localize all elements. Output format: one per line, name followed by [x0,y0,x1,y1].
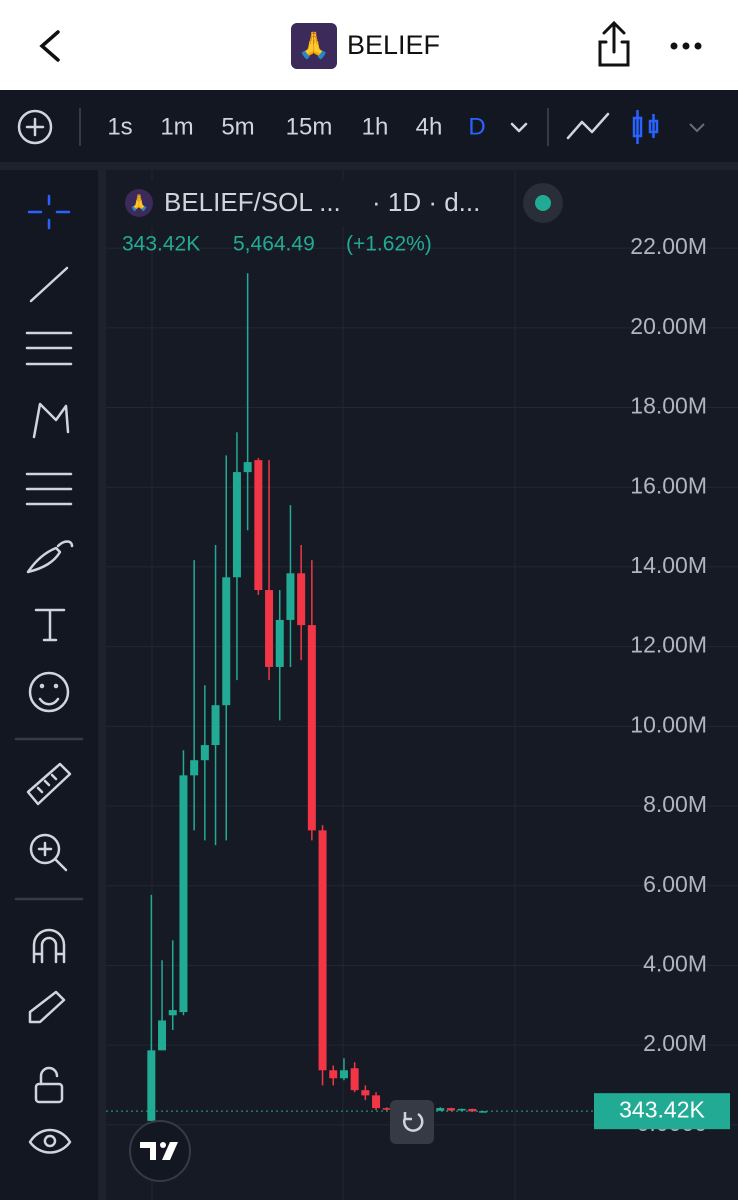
interval-button[interactable]: D [468,113,485,140]
candle-body [382,1108,391,1110]
candle-body [339,1070,348,1079]
crosshair-tool[interactable] [27,194,71,230]
add-indicator-button[interactable] [17,109,53,145]
pattern-tool[interactable] [32,402,70,439]
interval-button[interactable]: 1h [362,113,389,140]
y-tick-label: 12.00M [630,632,707,658]
reset-button[interactable] [390,1100,434,1144]
separator [98,170,106,1200]
y-tick-label: 20.00M [630,313,707,339]
candle-body [254,460,263,591]
y-tick-label: 22.00M [630,233,707,259]
candle-body [232,472,241,578]
candle-body [297,573,306,626]
back-button[interactable] [39,30,60,62]
candle-body [307,625,316,831]
interval-button[interactable]: 1m [160,113,193,140]
symbol-name[interactable]: BELIEF/SOL ... [164,187,341,217]
candle-body [446,1108,455,1111]
last-price-label: 343.42K [619,1096,705,1122]
legend-price: 343.42K [122,233,200,256]
magnet-tool[interactable] [32,928,66,964]
share-button[interactable] [598,20,630,67]
candle-body [318,830,327,1071]
zoom-tool[interactable] [29,833,68,872]
candle-body [190,760,199,776]
token-emoji: 🙏 [298,30,330,60]
candle-body [286,573,295,620]
interval-button[interactable]: 15m [286,113,333,140]
fib-tool[interactable] [25,331,73,366]
chart: 0.00002.00M4.00M6.00M8.00M10.00M12.00M14… [106,170,738,1200]
trend-line-tool[interactable] [29,266,69,303]
toolbar [0,90,738,162]
interval-button[interactable]: 1s [107,113,132,140]
line-style-button[interactable] [566,112,610,140]
y-tick-label: 8.00M [643,791,707,817]
candle-body [468,1108,477,1112]
y-tick-label: 4.00M [643,951,707,977]
candle-body [265,590,274,667]
candle-body [179,775,188,1013]
symbol-emoji: 🙏 [129,194,149,212]
candle-style-button[interactable] [632,110,659,144]
brush-tool[interactable] [26,540,74,574]
legend-change: 5,464.49 [233,233,315,256]
candle-body [147,1050,156,1121]
candle-body [457,1108,466,1111]
tradingview-logo[interactable] [129,1120,191,1182]
y-tick-label: 14.00M [630,552,707,578]
candle-body [372,1095,381,1109]
legend-change-pct: (+1.62%) [346,233,432,256]
interval-dropdown[interactable] [510,122,528,133]
emoji-tool[interactable] [28,671,70,713]
candle-body [479,1111,488,1113]
candle-body [200,745,209,761]
candle-body [158,1020,167,1051]
symbol-box [116,180,506,226]
token-icon [291,23,337,69]
text-tool[interactable] [34,608,66,642]
interval-button[interactable]: 4h [416,113,443,140]
candle-body [436,1108,445,1111]
symbol-interval[interactable]: · 1D · d... [372,187,480,217]
candle-body [211,705,220,746]
more-button[interactable] [670,42,702,50]
y-tick-label: 6.00M [643,871,707,897]
style-dropdown[interactable] [689,123,705,133]
lock-tool[interactable] [34,1066,64,1104]
hide-tool[interactable] [28,1128,72,1154]
drawing-toolbar [0,170,98,1200]
y-tick-label: 16.00M [630,472,707,498]
market-status [535,195,551,211]
projection-tool[interactable] [25,472,73,506]
y-tick-label: 18.00M [630,393,707,419]
candle-body [243,462,252,473]
interval-button[interactable]: 5m [221,113,254,140]
candle-body [222,577,231,706]
candle-body [168,1010,177,1016]
candle-body [350,1068,359,1091]
y-tick-label: 2.00M [643,1030,707,1056]
candle-body [329,1070,338,1079]
last-price-box [594,1093,730,1130]
ruler-tool[interactable] [26,762,72,806]
y-tick-label: 10.00M [630,711,707,737]
separator [0,162,738,170]
candle-body [361,1090,370,1096]
nav-title: BELIEF [347,30,440,60]
symbol-icon [125,189,153,217]
lock-drawings-tool[interactable] [28,990,66,1024]
chart-background [106,170,738,1200]
candle-body [275,619,284,667]
